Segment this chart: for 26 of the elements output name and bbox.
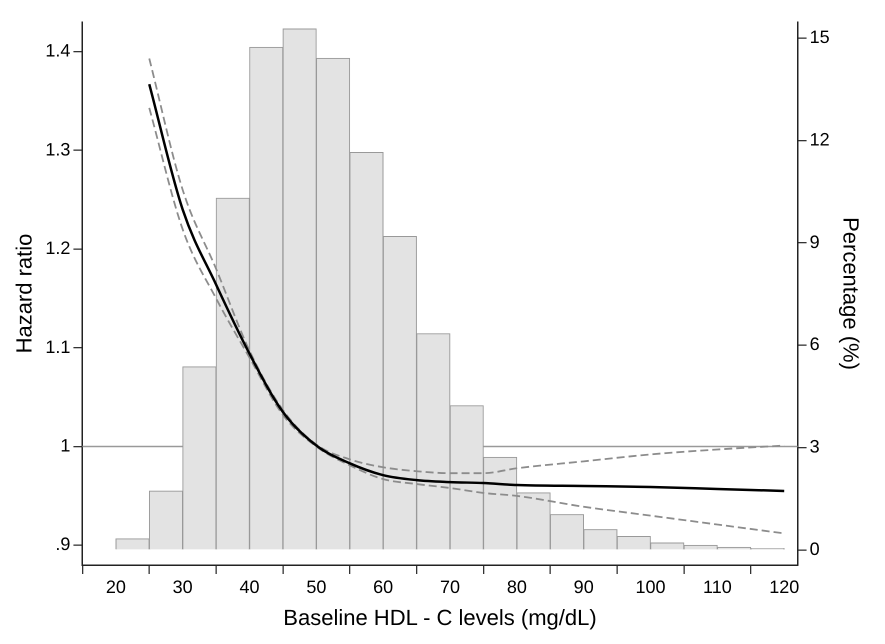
- y2-tick-label: 3: [810, 436, 820, 457]
- y2-tick-label: 12: [810, 129, 830, 150]
- x-axis-title: Baseline HDL - C levels (mg/dL): [283, 604, 597, 630]
- y2-axis-title: Percentage (%): [838, 217, 864, 370]
- y2-tick-label: 15: [810, 27, 830, 48]
- x-tick-label: 60: [373, 576, 394, 597]
- y-tick-label: 1: [60, 435, 70, 456]
- y-tick-label: .9: [55, 534, 70, 554]
- x-tick-label: 20: [106, 576, 126, 597]
- y2-tick-label: 0: [810, 538, 820, 559]
- x-tick-label: 100: [636, 576, 666, 597]
- x-tick-label: 120: [769, 576, 800, 597]
- x-tick-label: 110: [703, 576, 732, 597]
- y2-tick-label: 6: [810, 334, 820, 354]
- x-tick-label: 90: [574, 576, 594, 597]
- y-tick-label: 1.2: [45, 238, 70, 258]
- x-tick-label: 70: [440, 576, 460, 597]
- y-tick-label: 1.1: [45, 336, 70, 357]
- x-tick-label: 40: [240, 576, 260, 597]
- y2-tick-label: 9: [810, 232, 820, 252]
- x-tick-label: 80: [506, 576, 527, 597]
- x-tick-label: 30: [172, 576, 193, 597]
- y-axis-title: Hazard ratio: [11, 234, 36, 354]
- x-tick-label: 50: [306, 576, 326, 597]
- y-tick-label: 1.4: [45, 40, 70, 61]
- y-tick-label: 1.3: [45, 139, 70, 160]
